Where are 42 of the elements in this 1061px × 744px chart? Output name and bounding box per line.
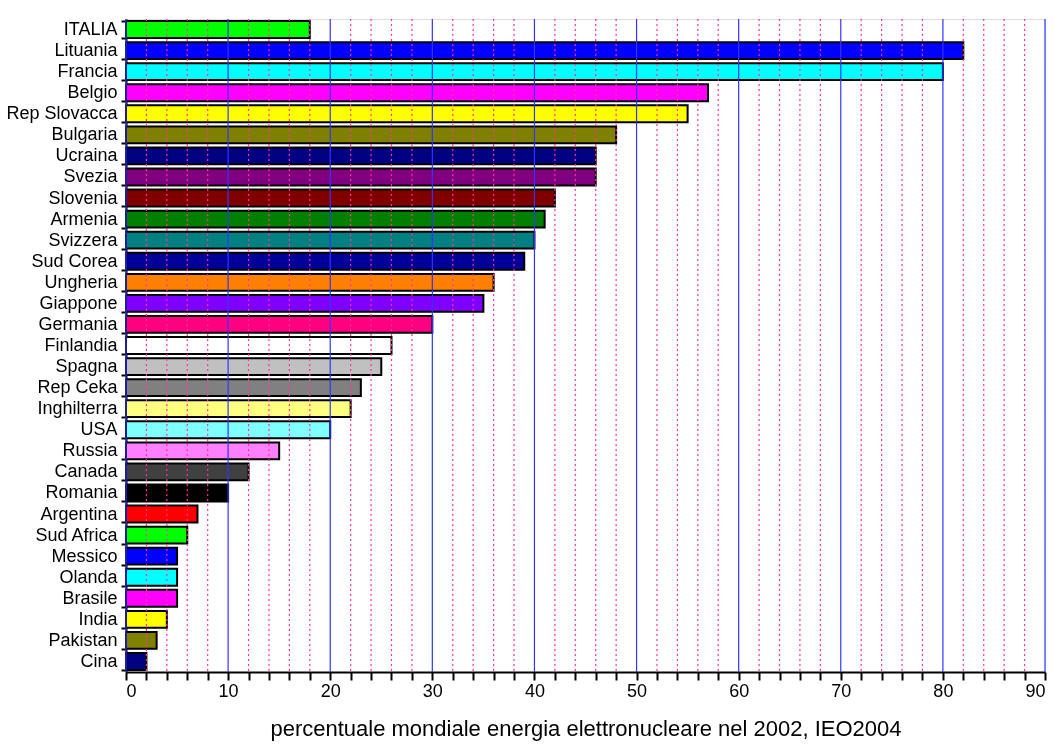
y-tick-label: Canada bbox=[54, 461, 119, 482]
y-tick-label: India bbox=[78, 608, 119, 629]
y-tick-label: Ungheria bbox=[44, 271, 119, 292]
y-tick-label: Messico bbox=[51, 545, 118, 566]
x-tick-label: 10 bbox=[218, 680, 239, 701]
y-tick-label: ITALIA bbox=[63, 19, 118, 40]
y-tick-label: Russia bbox=[62, 440, 119, 461]
x-tick-label: 20 bbox=[320, 680, 341, 701]
x-tick-label: 80 bbox=[933, 680, 954, 701]
x-tick-label: 50 bbox=[627, 680, 648, 701]
y-tick-label: Francia bbox=[57, 61, 119, 82]
y-tick-label: Argentina bbox=[40, 503, 119, 524]
y-tick-label: Spagna bbox=[55, 356, 119, 377]
x-axis-title: percentuale mondiale energia elettronucleare nel 2002, IEO2004 bbox=[270, 715, 902, 741]
y-tick-label: Bulgaria bbox=[51, 124, 119, 145]
y-tick-label: Ucraina bbox=[55, 145, 119, 166]
x-tick-label: 90 bbox=[1025, 680, 1046, 701]
y-tick-label: Cina bbox=[80, 650, 119, 671]
y-tick-label: Finlandia bbox=[44, 335, 119, 355]
x-tick-label: 0 bbox=[126, 680, 137, 701]
y-tick-label: Pakistan bbox=[48, 629, 118, 650]
y-tick-label: Germania bbox=[38, 313, 119, 334]
y-tick-label: Armenia bbox=[50, 208, 119, 229]
y-tick-label: Svizzera bbox=[48, 229, 119, 250]
y-tick-label: Inghilterra bbox=[37, 398, 119, 419]
x-tick-label: 30 bbox=[422, 680, 443, 701]
y-tick-label: Lituania bbox=[54, 40, 119, 61]
y-tick-label: Giappone bbox=[39, 292, 118, 313]
y-tick-label: Slovenia bbox=[48, 187, 119, 208]
y-tick-label: Rep Ceka bbox=[37, 377, 119, 398]
x-tick-label: 70 bbox=[831, 680, 852, 701]
y-tick-label: Svezia bbox=[63, 166, 119, 187]
y-tick-label: Sud Corea bbox=[31, 250, 119, 271]
y-tick-label: Brasile bbox=[62, 587, 118, 608]
y-tick-label: Romania bbox=[45, 482, 119, 503]
y-tick-label: Sud Africa bbox=[35, 524, 119, 545]
y-tick-label: Olanda bbox=[59, 566, 119, 587]
x-tick-label: 40 bbox=[524, 680, 545, 701]
y-tick-label: USA bbox=[80, 419, 118, 440]
x-tick-label: 60 bbox=[729, 680, 750, 701]
y-tick-label: Belgio bbox=[67, 82, 118, 103]
y-tick-label: Rep Slovacca bbox=[6, 103, 119, 124]
